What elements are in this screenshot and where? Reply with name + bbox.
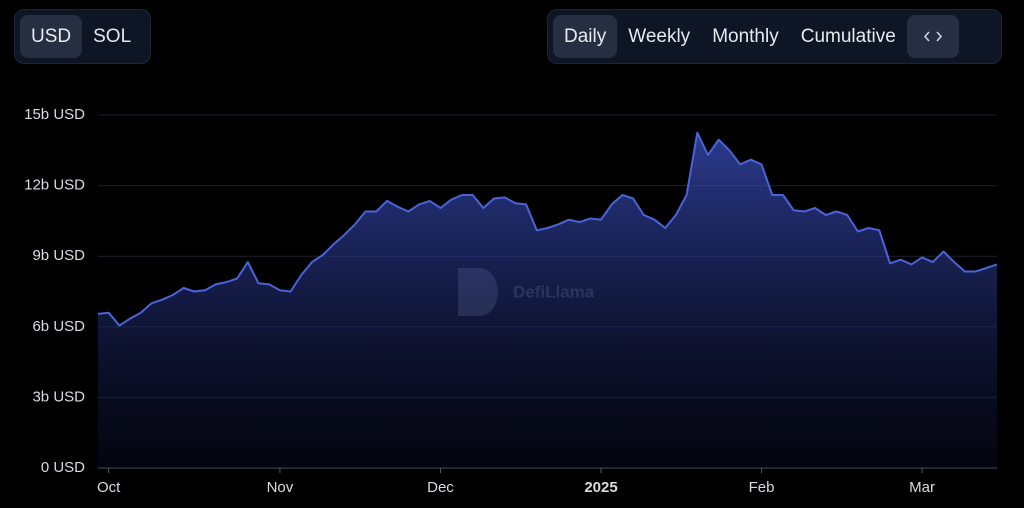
- x-tick-label: Feb: [749, 479, 775, 496]
- currency-button[interactable]: SOL: [93, 26, 132, 47]
- period-button[interactable]: Weekly: [628, 26, 691, 47]
- x-tick-label: Mar: [909, 479, 935, 496]
- x-tick-label: Oct: [97, 479, 121, 496]
- embed-icon: [923, 31, 942, 42]
- line: [97, 131, 998, 327]
- y-tick-label: 12b USD: [24, 177, 85, 194]
- x-tick-label: Nov: [267, 479, 294, 496]
- currency-button[interactable]: USD: [20, 15, 83, 58]
- y-tick-label: 0 USD: [41, 459, 85, 476]
- period-button[interactable]: Cumulative: [800, 26, 896, 47]
- period-button[interactable]: Daily: [553, 15, 618, 58]
- currency-toggle: USD SOL: [14, 9, 151, 64]
- period-toggle: Daily Weekly Monthly Cumulative: [547, 9, 1002, 64]
- x-tick-label: 2025: [584, 479, 617, 496]
- y-tick-label: 15b USD: [24, 106, 85, 123]
- watermark: DefiLlama: [458, 268, 595, 316]
- y-tick-label: 6b USD: [32, 318, 85, 335]
- embed-button[interactable]: [906, 15, 959, 58]
- y-tick-label: 3b USD: [32, 388, 85, 405]
- y-tick-label: 9b USD: [32, 247, 85, 264]
- watermark-text: DefiLlama: [513, 282, 595, 301]
- period-button[interactable]: Monthly: [712, 26, 779, 47]
- x-tick-label: Dec: [427, 479, 454, 496]
- area-fill: [98, 132, 997, 468]
